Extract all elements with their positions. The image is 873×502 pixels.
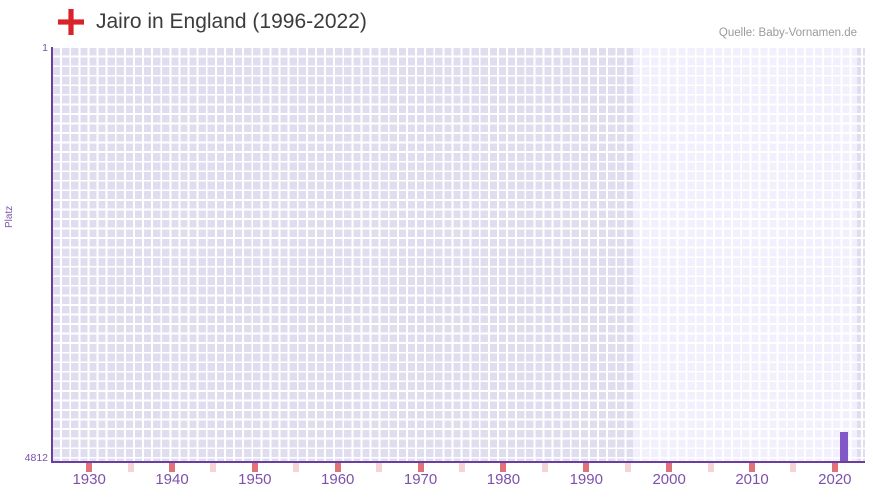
x-tick-label: 1940 [155,471,189,488]
x-axis-marker [86,463,93,472]
x-axis-marker [583,463,590,472]
x-axis-marker [790,463,797,472]
source-label: Quelle: Baby-Vornamen.de [718,27,857,39]
x-axis-marker [251,463,258,472]
england-flag-icon [57,8,85,36]
x-axis-marker [127,463,134,472]
x-axis-marker [459,463,465,472]
x-axis-marker [169,463,175,472]
chart-bar[interactable] [840,432,849,462]
x-tick-label: 2000 [652,471,686,488]
x-axis-marker [417,463,424,472]
chart-header: Jairo in England (1996-2022) Quelle: Bab… [0,0,873,44]
y-axis-line [51,47,53,463]
x-axis-marker [749,463,755,472]
bars-layer [53,48,865,462]
x-axis-marker [293,463,300,472]
x-axis-markers [0,463,873,472]
y-axis-title: Platz [4,205,15,228]
x-tick-label: 1990 [569,471,603,488]
x-tick-label: 1930 [72,471,106,488]
x-axis-marker [500,463,507,472]
plot-area [53,48,865,462]
x-axis-line [51,461,865,463]
y-tick-label-bottom: 4812 [24,452,48,464]
x-axis-ticks: 1930 1940 1950 1960 1970 1980 1990 2000 2010 2020 [0,463,873,502]
page-title: Jairo in England (1996-2022) [96,10,367,33]
x-axis-marker [210,463,217,472]
x-axis-marker [666,463,673,472]
x-axis-marker [831,463,838,472]
x-tick-label: 2010 [735,471,769,488]
x-tick-label: 2020 [818,471,852,488]
x-axis-marker [376,463,383,472]
x-tick-label: 1970 [403,471,438,488]
x-axis-marker [707,463,714,472]
x-tick-label: 1960 [321,471,355,488]
x-axis-marker [334,463,341,472]
data-range-highlight [633,48,857,462]
x-tick-label: 1980 [486,471,521,488]
x-axis-marker [624,463,631,472]
x-axis-marker [541,463,548,472]
y-tick-label-top: 1 [42,42,48,54]
x-tick-label: 1950 [238,471,272,488]
